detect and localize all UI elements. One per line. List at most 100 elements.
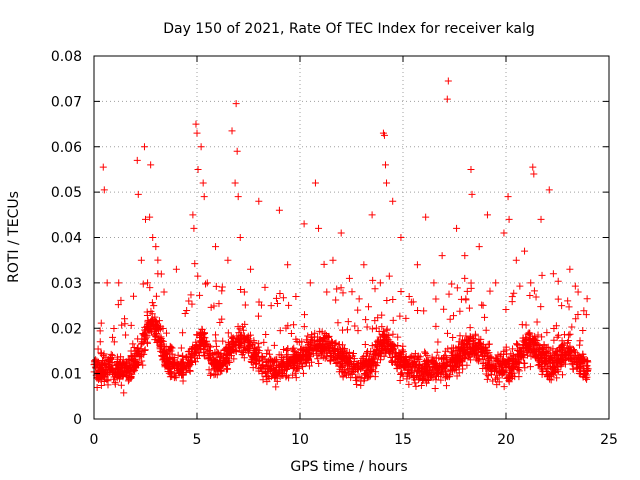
data-point [378, 323, 386, 331]
data-point [575, 369, 583, 377]
data-point-peak [504, 193, 512, 201]
data-point-peak [234, 193, 242, 201]
data-point [337, 346, 345, 354]
data-point [470, 347, 478, 355]
data-point-peak [383, 179, 391, 187]
data-point [532, 293, 540, 301]
data-point [366, 367, 374, 375]
data-point [213, 371, 221, 379]
data-point [442, 372, 450, 380]
data-point [412, 382, 420, 390]
data-point [275, 351, 283, 359]
data-point [166, 355, 174, 363]
y-tick-label: 0.06 [51, 140, 82, 156]
data-point [453, 372, 461, 380]
data-point [299, 369, 307, 377]
data-point [280, 345, 288, 353]
data-point [104, 381, 112, 389]
data-point [345, 348, 353, 356]
data-point [161, 346, 169, 354]
data-point [447, 348, 455, 356]
data-point [339, 353, 347, 361]
data-point [167, 347, 175, 355]
data-point [463, 336, 471, 344]
data-point [148, 299, 156, 307]
data-point [218, 283, 226, 291]
data-point [272, 294, 280, 302]
data-point [237, 331, 245, 339]
data-point [177, 344, 185, 352]
data-point-peak [133, 156, 141, 164]
data-point [388, 358, 396, 366]
data-point [214, 348, 222, 356]
data-point [110, 338, 118, 346]
data-point [250, 344, 258, 352]
data-point [164, 368, 172, 376]
data-point-peak [232, 100, 240, 108]
data-point [338, 368, 346, 376]
data-point [102, 366, 110, 374]
data-point-peak [240, 288, 248, 296]
data-point [387, 341, 395, 349]
data-point-peak [413, 261, 421, 269]
data-point [544, 365, 552, 373]
data-point [536, 358, 544, 366]
data-point-peak [194, 165, 202, 173]
data-point [453, 284, 461, 292]
data-point [125, 365, 133, 373]
data-point [335, 341, 343, 349]
data-point [155, 317, 163, 325]
data-point-peak [100, 186, 108, 194]
data-point [421, 348, 429, 356]
data-point-peak [236, 234, 244, 241]
data-point [311, 329, 319, 337]
data-point-peak [461, 252, 469, 260]
data-point [463, 287, 471, 295]
data-point [183, 307, 191, 315]
data-point [211, 365, 219, 373]
data-points [90, 77, 592, 397]
data-point [533, 337, 541, 345]
data-point [330, 356, 338, 364]
data-point-peak [397, 234, 405, 241]
data-point-peak [193, 129, 201, 137]
data-point [580, 353, 588, 361]
data-point [272, 383, 280, 391]
data-point-peak [166, 342, 174, 350]
data-point [236, 344, 244, 352]
data-point [237, 286, 245, 294]
x-tick-label: 10 [291, 432, 309, 448]
data-point [94, 345, 102, 353]
data-point [406, 353, 414, 361]
data-point [395, 352, 403, 360]
data-point [396, 312, 404, 320]
data-point [394, 333, 402, 341]
data-point [554, 356, 562, 364]
data-point [458, 345, 466, 353]
data-point [402, 314, 410, 322]
data-point [223, 351, 231, 359]
data-point [493, 356, 501, 364]
data-point [257, 301, 265, 309]
data-point [558, 337, 566, 345]
data-point [372, 351, 380, 359]
x-axis-tick-labels: 0 5 10 15 20 25 [90, 432, 618, 448]
data-point-peak [218, 315, 226, 323]
data-point [272, 356, 280, 364]
data-point-peak [140, 143, 148, 151]
data-point [480, 348, 488, 356]
data-point [262, 372, 270, 380]
data-point [222, 357, 230, 365]
data-point [186, 367, 194, 375]
data-point [521, 359, 529, 367]
chart-title: Day 150 of 2021, Rate Of TEC Index for r… [163, 21, 535, 37]
data-point [556, 344, 564, 352]
data-point [421, 374, 429, 382]
data-point-peak [512, 256, 520, 264]
data-point [143, 308, 151, 316]
data-point-peak [306, 279, 314, 287]
data-point [179, 352, 187, 360]
data-point-peak [444, 77, 452, 85]
data-point [224, 329, 232, 337]
data-point [138, 335, 146, 343]
